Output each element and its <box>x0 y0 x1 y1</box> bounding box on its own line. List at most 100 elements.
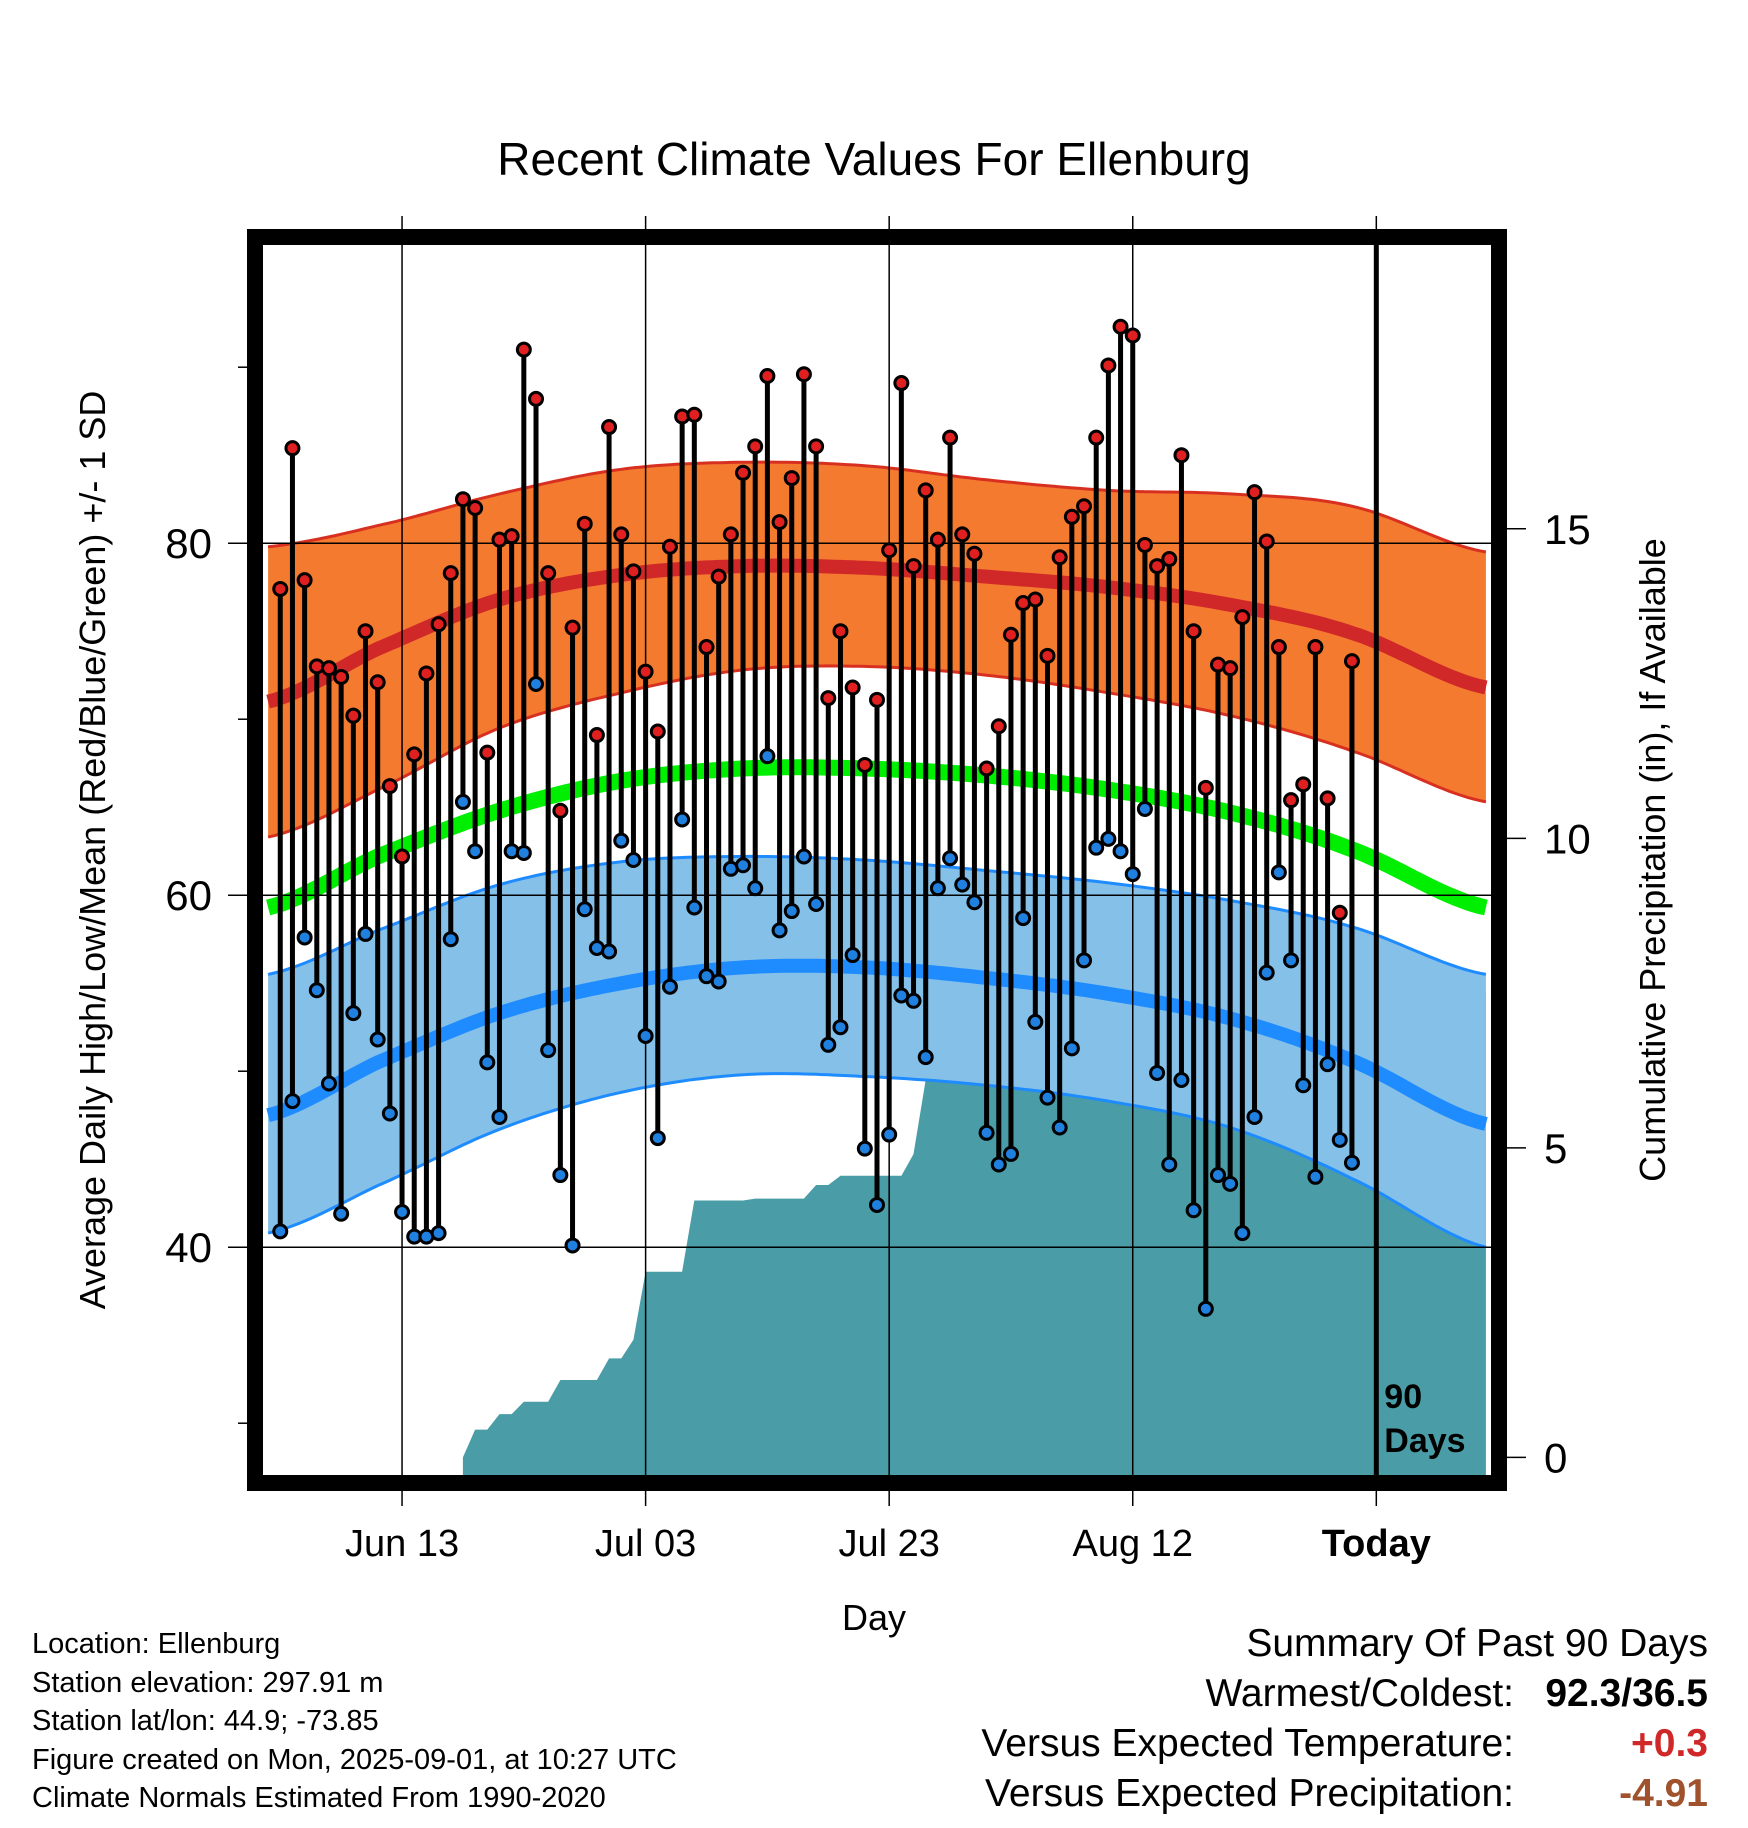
daily-low-point <box>990 1156 1007 1173</box>
plot-frame <box>247 229 1507 1491</box>
daily-low-point <box>467 843 484 860</box>
daily-high-point <box>357 623 374 640</box>
daily-high-point <box>722 526 739 543</box>
daily-high-point <box>1283 792 1300 809</box>
warm-cold-label: Warmest/Coldest: <box>1205 1672 1514 1715</box>
period-label: 90 <box>1384 1378 1422 1416</box>
daily-high-point <box>808 438 825 455</box>
daily-high-point <box>381 778 398 795</box>
daily-low-point <box>710 973 727 990</box>
daily-low-point <box>381 1105 398 1122</box>
daily-low-point <box>1234 1225 1251 1242</box>
y2-tick-label: 0 <box>1544 1434 1567 1481</box>
info-location: Location: Ellenburg <box>32 1628 281 1660</box>
daily-high-point <box>637 663 654 680</box>
daily-low-point <box>1209 1167 1226 1184</box>
daily-low-point <box>1112 843 1129 860</box>
daily-high-point <box>820 690 837 707</box>
daily-high-point <box>1246 484 1263 501</box>
daily-low-point <box>1149 1064 1166 1081</box>
period-label: Days <box>1384 1422 1465 1460</box>
y2-tick-label: 15 <box>1544 506 1591 553</box>
daily-high-point <box>1173 447 1190 464</box>
x-tick-label: Aug 12 <box>1073 1523 1193 1565</box>
daily-low-point <box>528 676 545 692</box>
daily-high-point <box>832 623 849 640</box>
daily-low-point <box>333 1205 350 1222</box>
daily-low-point <box>954 876 971 893</box>
x-tick-label: Jul 03 <box>595 1523 696 1565</box>
daily-high-point <box>1319 790 1336 807</box>
daily-low-point <box>1283 952 1300 969</box>
daily-high-point <box>990 718 1007 735</box>
daily-low-point <box>601 943 618 960</box>
daily-high-point <box>394 848 411 865</box>
daily-high-point <box>296 572 313 589</box>
temp-anomaly-label: Versus Expected Temperature: <box>981 1722 1514 1765</box>
daily-high-point <box>1063 508 1080 525</box>
daily-low-point <box>1246 1108 1263 1125</box>
daily-low-point <box>357 925 374 942</box>
info-created: Figure created on Mon, 2025-09-01, at 10… <box>32 1744 677 1776</box>
daily-high-point <box>320 660 337 677</box>
daily-high-point <box>1051 549 1068 566</box>
daily-low-point <box>1222 1175 1239 1192</box>
daily-high-point <box>966 545 983 562</box>
daily-high-point <box>686 406 703 423</box>
daily-low-point <box>564 1237 581 1254</box>
daily-low-point <box>272 1223 289 1240</box>
daily-low-point <box>808 896 825 912</box>
daily-high-point <box>1331 904 1348 921</box>
daily-low-point <box>917 1049 934 1066</box>
daily-high-point <box>881 542 898 559</box>
daily-low-point <box>1051 1119 1068 1136</box>
daily-high-point <box>929 531 946 548</box>
daily-high-point <box>1136 536 1153 553</box>
y2-axis-label: Cumulative Precipitation (in), If Availa… <box>1632 538 1673 1182</box>
daily-low-point <box>795 848 812 865</box>
daily-high-point <box>1039 647 1056 664</box>
daily-low-point <box>454 793 471 810</box>
daily-low-point <box>844 947 861 964</box>
daily-high-point <box>601 419 618 436</box>
daily-high-point <box>1295 776 1312 793</box>
daily-high-point <box>954 526 971 543</box>
daily-high-point <box>917 482 934 499</box>
daily-high-point <box>978 760 995 777</box>
daily-high-point <box>649 723 666 740</box>
daily-low-point <box>515 844 532 861</box>
daily-low-point <box>320 1075 337 1092</box>
daily-high-point <box>1258 533 1275 550</box>
daily-high-point <box>1100 357 1117 374</box>
daily-high-point <box>856 756 873 773</box>
daily-high-point <box>454 491 471 508</box>
daily-low-point <box>1343 1154 1360 1171</box>
daily-high-point <box>771 514 788 531</box>
daily-low-point <box>284 1093 301 1110</box>
daily-high-point <box>1197 779 1214 796</box>
daily-low-point <box>1027 1013 1044 1030</box>
y-tick-label: 60 <box>165 872 212 919</box>
daily-high-point <box>467 500 484 516</box>
x-tick-label: Today <box>1322 1523 1431 1565</box>
daily-low-point <box>1063 1040 1080 1057</box>
daily-low-point <box>942 850 959 867</box>
daily-low-point <box>1161 1156 1178 1173</box>
daily-low-point <box>296 929 313 946</box>
normal-high-line <box>266 558 1488 709</box>
daily-high-point <box>1307 639 1324 656</box>
daily-high-point <box>588 727 605 744</box>
daily-high-point <box>272 580 289 597</box>
daily-low-point <box>479 1054 496 1071</box>
daily-high-point <box>905 558 922 575</box>
daily-low-point <box>625 852 642 868</box>
daily-low-point <box>491 1108 508 1125</box>
daily-low-point <box>978 1124 995 1141</box>
daily-high-point <box>942 429 959 446</box>
daily-high-point <box>1088 429 1105 446</box>
daily-low-point <box>1258 964 1275 981</box>
y-tick-label: 80 <box>165 520 212 567</box>
plot-interior: 90 Days <box>262 244 1492 1476</box>
daily-high-point <box>345 707 362 724</box>
